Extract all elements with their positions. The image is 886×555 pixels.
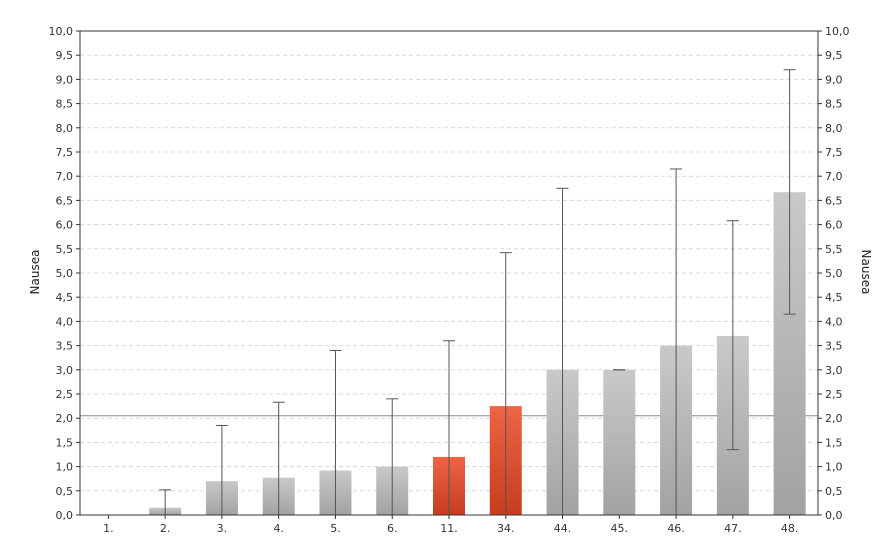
- y-tick-label-left: 0,0: [56, 509, 74, 522]
- y-tick-label-right: 4,5: [825, 291, 843, 304]
- bar: [603, 369, 636, 515]
- axes: [76, 30, 822, 519]
- y-tick-label-left: 9,5: [56, 49, 74, 62]
- y-tick-label-right: 6,0: [825, 219, 843, 232]
- y-tick-label-right: 1,0: [825, 461, 843, 474]
- y-tick-label-left: 3,0: [56, 364, 74, 377]
- y-tick-label-left: 8,5: [56, 98, 74, 111]
- y-tick-label-left: 1,5: [56, 436, 74, 449]
- y-tick-label-right: 3,0: [825, 364, 843, 377]
- y-tick-label-right: 6,5: [825, 194, 843, 207]
- y-tick-label-left: 9,0: [56, 73, 74, 86]
- y-tick-label-right: 10,0: [825, 25, 850, 38]
- x-tick-label: 11.: [440, 522, 458, 535]
- x-tick-label: 34.: [497, 522, 515, 535]
- y-tick-label-right: 5,5: [825, 243, 843, 256]
- tick-labels: 0,0 0,0 0,5 0,5 1,0 1,0 1,5 1,5 2,0 2,0 2,5 2,5 3,0 3…: [49, 25, 850, 535]
- y-tick-label-left: 5,0: [56, 267, 74, 280]
- x-tick-label: 5.: [330, 522, 341, 535]
- y-tick-label-right: 7,0: [825, 170, 843, 183]
- y-tick-label-left: 2,5: [56, 388, 74, 401]
- y-tick-label-left: 5,5: [56, 243, 74, 256]
- y-tick-label-left: 7,0: [56, 170, 74, 183]
- y-tick-label-right: 7,5: [825, 146, 843, 159]
- y-tick-label-right: 9,5: [825, 49, 843, 62]
- y-tick-label-right: 8,5: [825, 98, 843, 111]
- y-tick-label-left: 8,0: [56, 122, 74, 135]
- x-tick-label: 45.: [611, 522, 629, 535]
- y-tick-label-left: 6,5: [56, 194, 74, 207]
- x-tick-label: 1.: [103, 522, 114, 535]
- y-tick-label-left: 7,5: [56, 146, 74, 159]
- x-tick-label: 4.: [273, 522, 284, 535]
- y-tick-label-left: 0,5: [56, 485, 74, 498]
- y-axis-title-right: Nausea: [859, 250, 873, 295]
- y-axis-title-left: Nausea: [28, 250, 42, 295]
- y-tick-label-left: 2,0: [56, 412, 74, 425]
- bars: [149, 192, 806, 515]
- y-tick-label-right: 9,0: [825, 73, 843, 86]
- error-bars: [159, 69, 796, 515]
- y-tick-label-right: 2,5: [825, 388, 843, 401]
- y-tick-label-right: 2,0: [825, 412, 843, 425]
- y-tick-label-right: 1,5: [825, 436, 843, 449]
- y-tick-label-left: 6,0: [56, 219, 74, 232]
- y-tick-label-right: 0,0: [825, 509, 843, 522]
- x-tick-label: 46.: [667, 522, 685, 535]
- gridlines: [80, 54, 818, 492]
- y-tick-label-right: 8,0: [825, 122, 843, 135]
- y-tick-label-left: 4,5: [56, 291, 74, 304]
- x-tick-label: 48.: [781, 522, 799, 535]
- y-tick-label-left: 3,5: [56, 340, 74, 353]
- y-tick-label-left: 1,0: [56, 461, 74, 474]
- x-tick-label: 47.: [724, 522, 742, 535]
- y-tick-label-left: 4,0: [56, 315, 74, 328]
- x-tick-label: 3.: [217, 522, 228, 535]
- y-tick-label-right: 3,5: [825, 340, 843, 353]
- y-tick-label-right: 0,5: [825, 485, 843, 498]
- y-tick-label-right: 5,0: [825, 267, 843, 280]
- y-tick-label-right: 4,0: [825, 315, 843, 328]
- x-tick-label: 6.: [387, 522, 398, 535]
- x-tick-label: 2.: [160, 522, 171, 535]
- y-tick-label-left: 10,0: [49, 25, 74, 38]
- x-tick-label: 44.: [554, 522, 572, 535]
